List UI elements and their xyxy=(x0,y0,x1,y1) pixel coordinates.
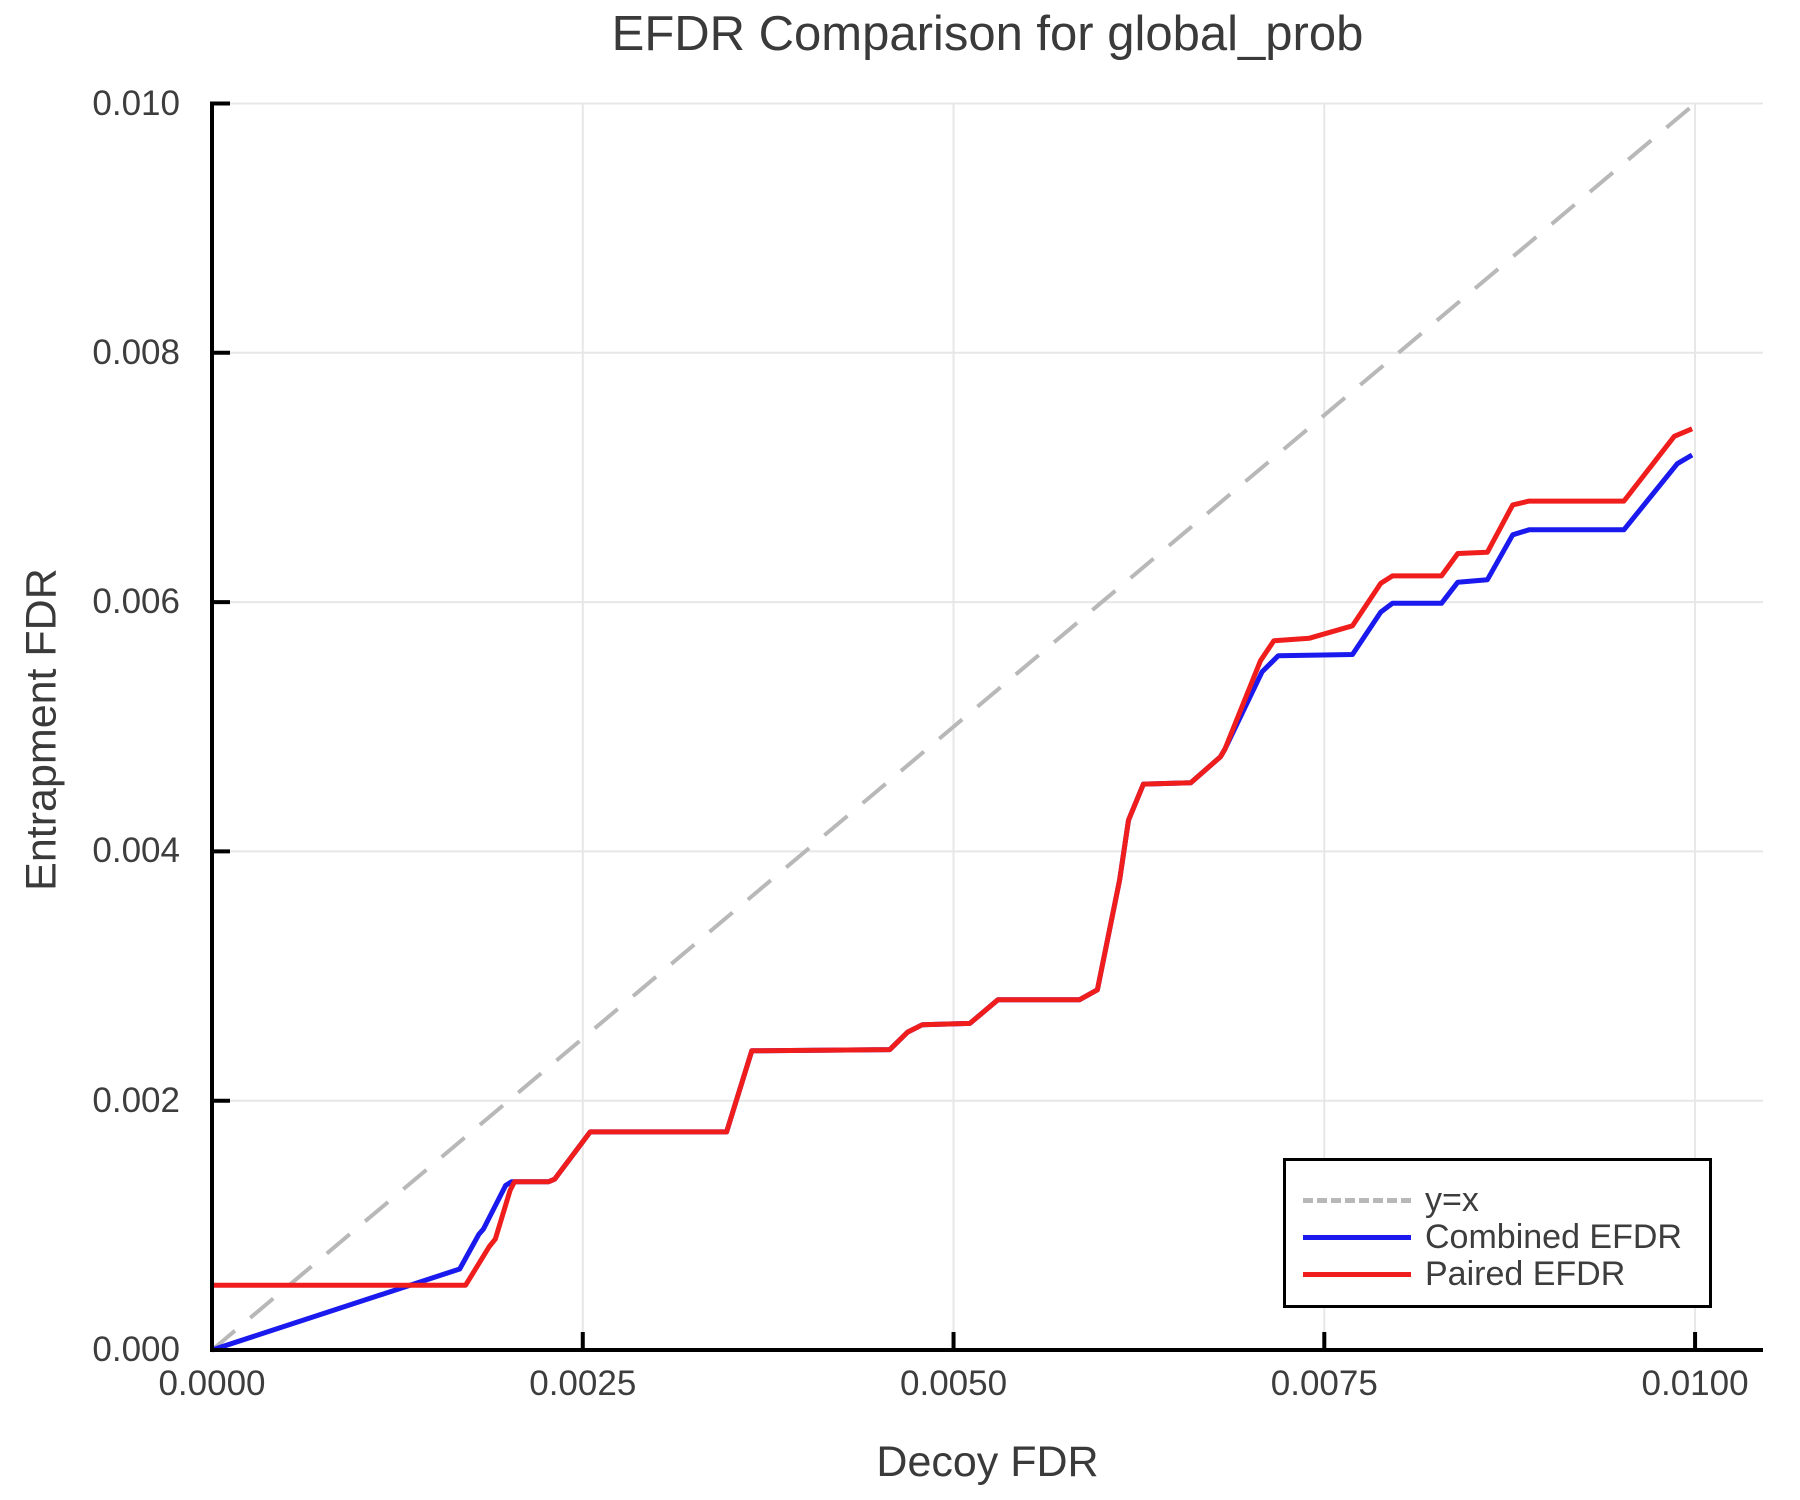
legend-label: y=x xyxy=(1425,1180,1479,1219)
y-tick-label: 0.000 xyxy=(92,1330,180,1369)
x-tick-label: 0.0100 xyxy=(1641,1364,1749,1403)
legend-dashed-line-sample xyxy=(1303,1197,1411,1203)
y-axis-label: Entrapment FDR xyxy=(17,568,66,891)
y-tick-label: 0.008 xyxy=(92,332,180,372)
series-paired-efdr xyxy=(212,426,1694,1288)
y-tick-label: 0.006 xyxy=(92,582,180,622)
series-y-x xyxy=(210,101,1697,1352)
y-tick-label: 0.010 xyxy=(92,83,180,123)
chart-title: EFDR Comparison for global_prob xyxy=(611,7,1364,61)
y-tick-label: 0.002 xyxy=(92,1080,180,1120)
x-tick-label: 0.0050 xyxy=(900,1364,1008,1403)
x-tick-label: 0.0000 xyxy=(158,1364,266,1403)
legend-solid-line-sample xyxy=(1303,1271,1411,1277)
y-tick-label: 0.004 xyxy=(92,831,180,871)
legend-solid-line-sample xyxy=(1303,1234,1411,1240)
legend-label: Paired EFDR xyxy=(1425,1254,1626,1293)
x-tick-label: 0.0025 xyxy=(529,1364,637,1403)
x-tick-label: 0.0075 xyxy=(1270,1364,1378,1403)
x-axis-label: Decoy FDR xyxy=(876,1438,1099,1486)
legend-label: Combined EFDR xyxy=(1425,1217,1682,1256)
legend: y=x Combined EFDR Paired EFDR xyxy=(1283,1158,1712,1308)
